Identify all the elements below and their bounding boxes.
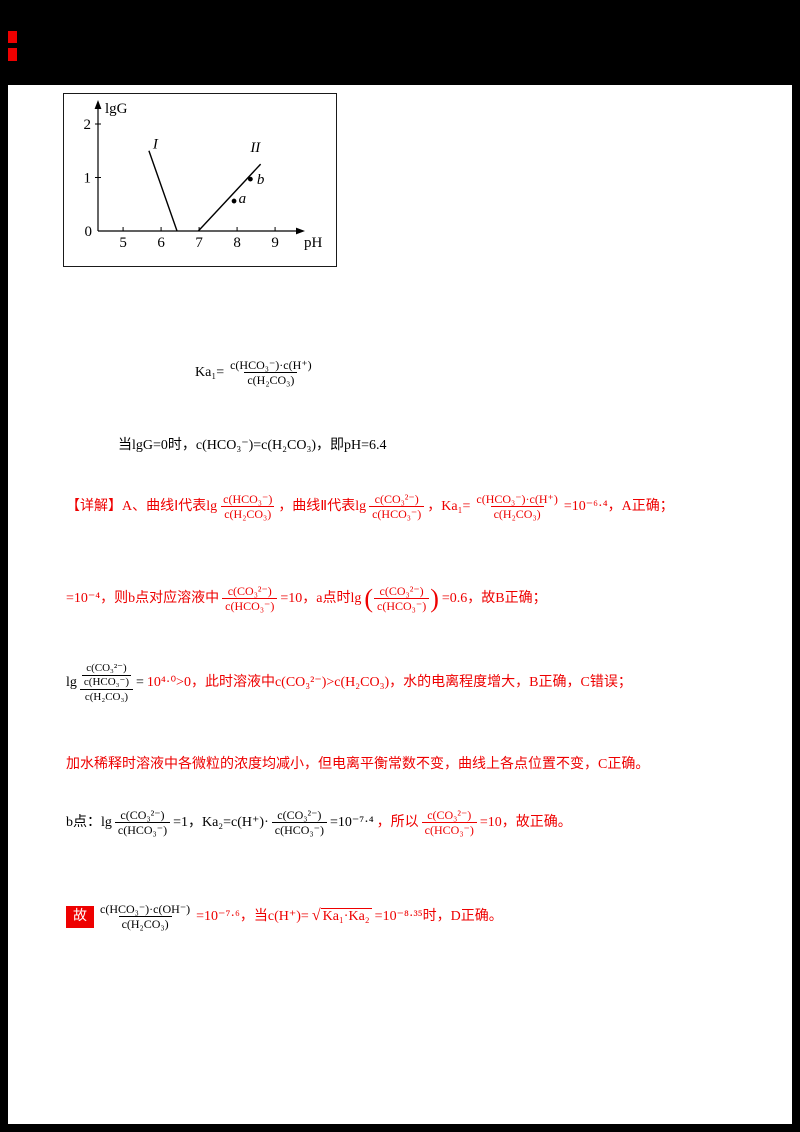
text-run: ，Ka₁= [427, 499, 471, 515]
denominator: c(HCO₃⁻) [374, 598, 430, 613]
y-axis-arrow-icon [94, 100, 102, 109]
radical-sign-icon: √ [311, 906, 321, 924]
text-run: b点：lg [66, 815, 112, 831]
x-axis-arrow-icon [296, 227, 305, 235]
numerator: c(CO₃²⁻) [374, 492, 419, 506]
text-run: =10，故正确。 [479, 815, 572, 831]
denominator: c(H₂CO₃) [221, 506, 275, 521]
numerator: c(HCO₃⁻) [223, 492, 273, 506]
point-a [231, 198, 237, 204]
y-tick-label: 1 [84, 171, 92, 187]
conclusion-line: 故 c(HCO₃⁻)·c(OH⁻) c(H₂CO₃) =10⁻⁷·⁶，当c(H⁺)= √… [66, 902, 503, 932]
numerator: c(HCO₃⁻)·c(H⁺) [230, 358, 312, 372]
fraction: c(CO₃²⁻) c(HCO₃⁻) [114, 808, 171, 838]
text-run: Ka₁= [195, 365, 225, 381]
fraction: c(HCO₃⁻)·c(OH⁻) c(H₂CO₃) [97, 902, 193, 932]
fraction: c(HCO₃⁻)·c(H⁺) c(H₂CO₃) [227, 358, 315, 388]
numerator: c(HCO₃⁻)·c(OH⁻) [100, 902, 191, 916]
y-tick-label: 2 [84, 117, 92, 133]
x-tick-label: 5 [119, 235, 127, 251]
inner-numerator: c(CO₃²⁻) [86, 662, 127, 674]
chart-figure: lgG pH 5 6 7 8 9 0 1 2 I II a b [63, 93, 337, 267]
fraction: c(CO₃²⁻) c(HCO₃⁻) [222, 584, 278, 614]
analysis-option-b-part1: =10⁻⁴，则b点对应溶液中 c(CO₃²⁻) c(HCO₃⁻) =10，a点时lg(… [66, 584, 547, 614]
text-run: =10，a点时lg [280, 591, 362, 607]
highlight-badge: 故 [66, 906, 94, 928]
denominator: c(H₂CO₃) [118, 916, 172, 931]
denominator: c(HCO₃⁻) [222, 598, 278, 613]
text-run: 10⁴·⁰>0，此时溶液中c(CO₃²⁻)>c(H₂CO₃)，水的电离程度增大，… [146, 675, 632, 691]
nested-fraction: c(CO₃²⁻) c(HCO₃⁻) c(H₂CO₃) [79, 662, 133, 704]
denominator: c(HCO₃⁻) [369, 506, 425, 521]
series-I-label: I [152, 136, 159, 152]
text-run: ，所以 [376, 815, 419, 831]
text-run: =10⁻⁴，则b点对应溶液中 [66, 591, 220, 607]
fraction: c(CO₃²⁻) c(HCO₃⁻) [421, 808, 477, 838]
x-tick-label: 9 [271, 235, 279, 251]
ka1-expression: Ka₁= c(HCO₃⁻)·c(H⁺) c(H₂CO₃) [195, 358, 315, 388]
text-run: 【详解】A、曲线Ⅰ代表lg [66, 499, 218, 515]
analysis-option-c: 加水稀释时溶液中各微粒的浓度均减小，但电离平衡常数不变，曲线上各点位置不变，C正… [66, 756, 649, 774]
point-b-ka2-calculation: b点：lg c(CO₃²⁻) c(HCO₃⁻) =1，Ka₂=c(H⁺)· c(CO₃²… [66, 808, 572, 838]
radicand: Ka₁·Ka₂ [320, 907, 372, 924]
series-II-line [197, 163, 262, 232]
text-run: ，曲线Ⅱ代表lg [278, 499, 367, 515]
text-run: =0.6，故B正确； [441, 591, 547, 607]
fraction: c(CO₃²⁻) c(HCO₃⁻) [374, 584, 430, 614]
point-b [247, 176, 253, 182]
solution-text: Ka₁= c(HCO₃⁻)·c(H⁺) c(H₂CO₃) 当lgG=0时，c(HCO₃… [8, 85, 792, 1124]
bracketed-fraction: (c(CO₃²⁻) c(HCO₃⁻)) [364, 584, 439, 614]
x-tick-label: 7 [195, 235, 203, 251]
y-tick-label: 0 [85, 224, 93, 240]
ka1-value-line: 当lgG=0时，c(HCO₃⁻)=c(H₂CO₃)，即pH=6.4 [118, 437, 387, 455]
numerator: c(HCO₃⁻)·c(H⁺) [476, 492, 558, 506]
text-run: = [136, 675, 144, 691]
numerator: c(CO₃²⁻) [277, 808, 322, 822]
numerator: c(CO₃²⁻) [379, 584, 424, 598]
numerator: c(CO₃²⁻) [120, 808, 165, 822]
x-axis-title: pH [304, 235, 323, 251]
fraction: c(CO₃²⁻) c(HCO₃⁻) [369, 492, 425, 522]
numerator: c(CO₃²⁻) [227, 584, 272, 598]
fraction: c(HCO₃⁻) c(H₂CO₃) [220, 492, 275, 522]
text-run: 当lgG=0时，c(HCO₃⁻)=c(H₂CO₃)，即pH=6.4 [118, 438, 387, 453]
open-paren: ( [364, 583, 374, 613]
red-text-sliver [8, 48, 17, 61]
text-run: lg [66, 675, 77, 691]
denominator: c(HCO₃⁻) [271, 822, 327, 837]
denominator: c(HCO₃⁻) [114, 822, 171, 837]
outer-denominator: c(H₂CO₃) [79, 689, 133, 704]
text-run: =10⁻⁸·³⁵时，D正确。 [374, 909, 503, 925]
text-run: =10⁻⁶·⁴，A正确； [563, 499, 674, 515]
text-run: =1，Ka₂=c(H⁺)· [173, 815, 269, 831]
inner-denominator: c(HCO₃⁻) [81, 674, 131, 688]
analysis-option-b-part2: lg c(CO₃²⁻) c(HCO₃⁻) c(H₂CO₃) = 10⁴·⁰>0，此时溶液中… [66, 662, 632, 704]
red-text-sliver [8, 31, 17, 43]
denominator: c(H₂CO₃) [244, 372, 298, 387]
denominator: c(H₂CO₃) [490, 506, 544, 521]
sqrt-expression: √ Ka₁·Ka₂ [311, 906, 372, 926]
text-run: =10⁻⁷·⁶，当c(H⁺)= [196, 909, 309, 925]
close-paren: ) [430, 583, 439, 613]
analysis-option-a: 【详解】A、曲线Ⅰ代表lg c(HCO₃⁻) c(H₂CO₃) ，曲线Ⅱ代表lg c(C… [66, 492, 674, 522]
fraction: c(HCO₃⁻)·c(H⁺) c(H₂CO₃) [473, 492, 561, 522]
fraction: c(CO₃²⁻) c(HCO₃⁻) [271, 808, 327, 838]
series-I-line [148, 150, 178, 232]
numerator: c(CO₃²⁻) [427, 808, 472, 822]
text-run: =10⁻⁷·⁴ [329, 815, 374, 831]
denominator: c(HCO₃⁻) [421, 822, 477, 837]
y-axis-title: lgG [105, 101, 128, 117]
x-tick-label: 8 [233, 235, 241, 251]
document-page: lgG pH 5 6 7 8 9 0 1 2 I II a b Ka₁= c(HCO₃⁻)·c(H⁺) c(H… [8, 85, 792, 1124]
point-b-label: b [257, 172, 265, 188]
series-II-label: II [249, 140, 261, 156]
x-tick-label: 6 [157, 235, 165, 251]
text-run: 加水稀释时溶液中各微粒的浓度均减小，但电离平衡常数不变，曲线上各点位置不变，C正… [66, 757, 650, 772]
point-a-label: a [239, 191, 247, 207]
